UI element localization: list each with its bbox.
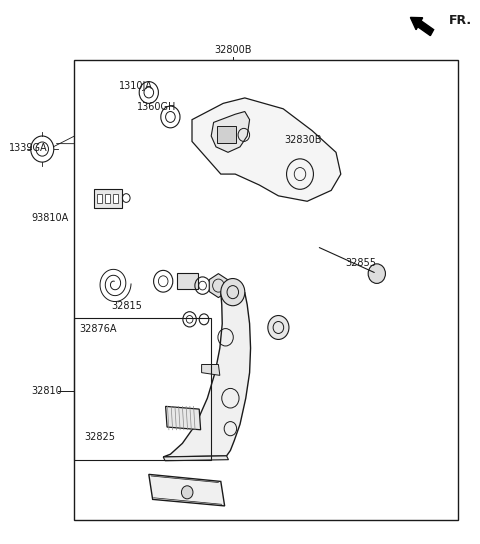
Bar [177, 273, 198, 289]
Text: 32876A: 32876A [79, 324, 117, 334]
Circle shape [181, 486, 193, 499]
Text: 32810: 32810 [31, 386, 62, 395]
Bar [97, 194, 102, 203]
Circle shape [221, 279, 245, 306]
Text: 1310JA: 1310JA [119, 81, 153, 91]
Text: 32855: 32855 [346, 258, 377, 268]
Circle shape [268, 316, 289, 339]
Bar [113, 194, 118, 203]
Text: 1360GH: 1360GH [137, 102, 176, 112]
Text: 32800B: 32800B [214, 45, 252, 55]
Bar [74, 318, 211, 460]
Text: 32830B: 32830B [284, 135, 322, 145]
Polygon shape [163, 293, 251, 457]
Polygon shape [149, 474, 225, 506]
Polygon shape [209, 274, 228, 298]
Bar [217, 126, 236, 143]
Polygon shape [94, 189, 122, 208]
Text: FR.: FR. [449, 14, 472, 27]
Polygon shape [202, 364, 220, 375]
Text: 1339GA: 1339GA [9, 143, 47, 153]
Bar [74, 60, 458, 520]
Polygon shape [163, 456, 228, 461]
Polygon shape [192, 98, 341, 201]
Text: 32825: 32825 [84, 432, 115, 442]
Circle shape [368, 264, 385, 283]
Text: 93810A: 93810A [31, 213, 69, 222]
FancyArrow shape [410, 17, 433, 36]
Polygon shape [166, 406, 201, 430]
Polygon shape [211, 112, 250, 152]
Bar [105, 194, 110, 203]
Text: 32815: 32815 [111, 301, 142, 311]
